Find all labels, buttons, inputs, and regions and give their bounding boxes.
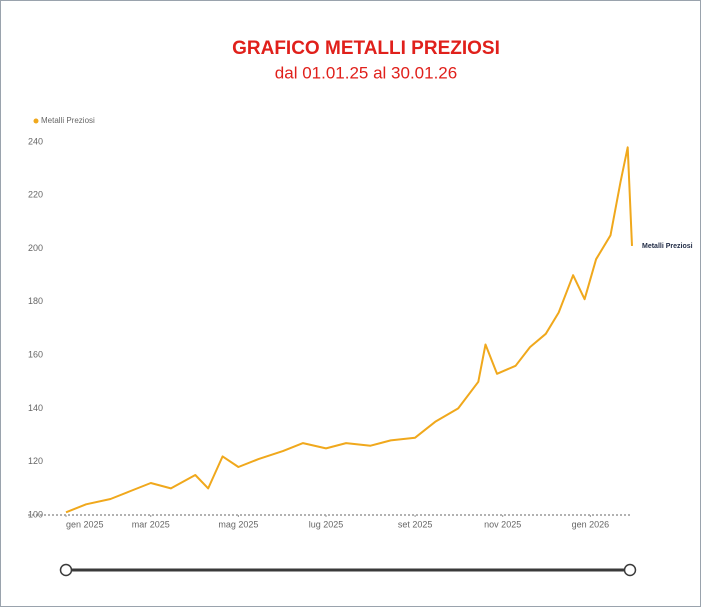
legend-label: Metalli Preziosi [41,116,95,125]
y-tick-label: 120 [28,456,43,466]
chart-title: GRAFICO METALLI PREZIOSI [232,38,500,59]
x-tick-label: mar 2025 [132,519,170,529]
y-tick-label: 140 [28,403,43,413]
x-tick-label: gen 2025 [66,519,104,529]
y-tick-label: 240 [28,136,43,146]
legend-swatch [33,118,39,124]
x-tick-label: lug 2025 [309,519,344,529]
x-tick-label: nov 2025 [484,519,521,529]
y-tick-label: 180 [28,296,43,306]
y-tick-label: 220 [28,190,43,200]
y-tick-label: 100 [28,509,43,519]
x-tick-label: set 2025 [398,519,433,529]
chart-subtitle: dal 01.01.25 al 30.01.26 [275,63,457,82]
line-series [65,146,633,514]
y-tick-label: 160 [28,350,43,360]
range-slider-handle[interactable] [623,563,637,577]
end-label: Metalli Preziosi [642,243,693,250]
x-tick-label: mag 2025 [218,519,258,529]
x-tick-label: gen 2026 [572,519,610,529]
y-tick-label: 200 [28,243,43,253]
range-slider-handle[interactable] [59,563,73,577]
